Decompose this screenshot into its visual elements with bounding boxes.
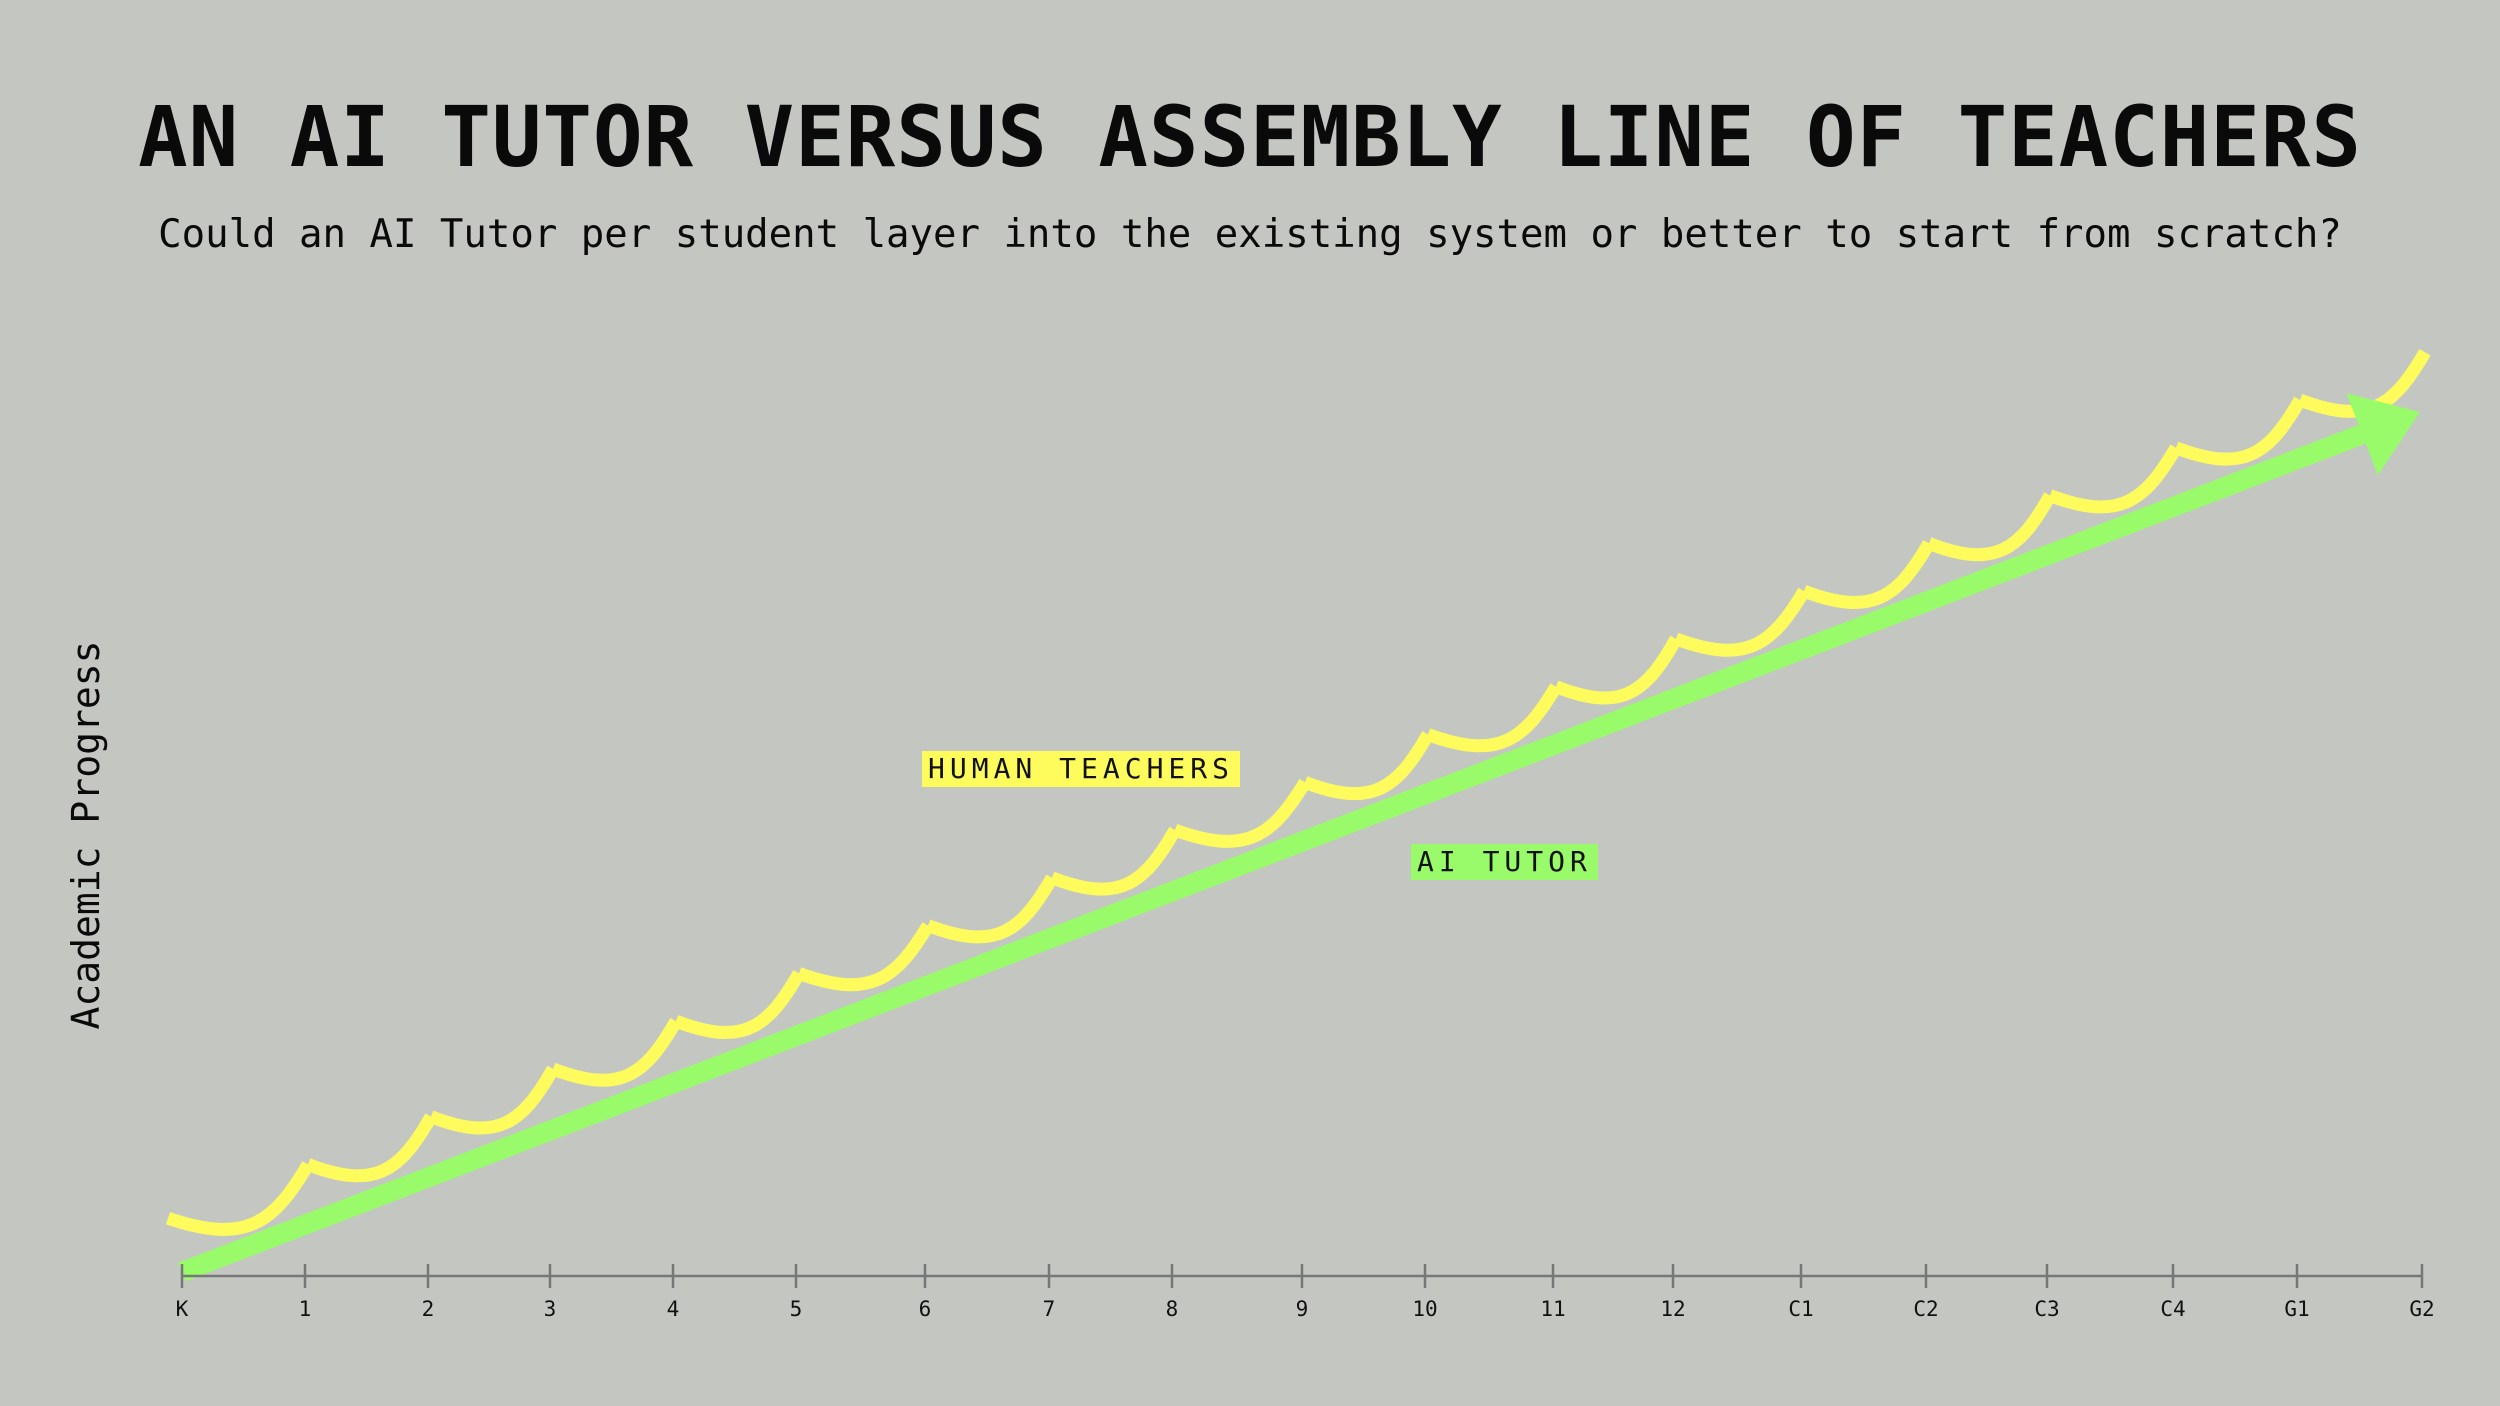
- x-tick-label: C1: [1788, 1297, 1813, 1321]
- x-tick-label: 8: [1166, 1297, 1179, 1321]
- arrowhead-icon: [2346, 393, 2420, 476]
- x-tick-label: 7: [1043, 1297, 1056, 1321]
- x-axis: K 1 2 3 4 5 6 7 8 9 10 11 12 C1 C2 C3 C4 G1 G2: [176, 1264, 2435, 1321]
- x-tick-label: C2: [1913, 1297, 1938, 1321]
- human-teachers-curve: [165, 349, 2431, 1236]
- x-tick-label: 11: [1540, 1297, 1565, 1321]
- ai-tutor-label: AI TUTOR: [1411, 844, 1598, 880]
- x-tick-label: G1: [2284, 1297, 2309, 1321]
- x-tick-label: 3: [544, 1297, 557, 1321]
- ai-tutor-arrow: [178, 393, 2420, 1282]
- x-tick-label: 9: [1296, 1297, 1309, 1321]
- x-tick-label: C3: [2034, 1297, 2059, 1321]
- x-tick-label: G2: [2409, 1297, 2434, 1321]
- x-tick-label: 12: [1660, 1297, 1685, 1321]
- x-tick-label: 2: [422, 1297, 435, 1321]
- chart-subtitle: Could an AI Tutor per student layer into…: [158, 212, 2342, 257]
- x-tick-label: 4: [667, 1297, 680, 1321]
- chart-title: AN AI TUTOR VERSUS ASSEMBLY LINE OF TEAC…: [138, 88, 2362, 186]
- x-tick-label: C4: [2160, 1297, 2185, 1321]
- x-tick-label: K: [176, 1297, 189, 1321]
- human-teachers-label: HUMAN TEACHERS: [922, 751, 1241, 787]
- x-tick-label: 1: [299, 1297, 312, 1321]
- x-tick-label: 5: [790, 1297, 803, 1321]
- x-tick-label: 10: [1412, 1297, 1437, 1321]
- x-tick-label: 6: [919, 1297, 932, 1321]
